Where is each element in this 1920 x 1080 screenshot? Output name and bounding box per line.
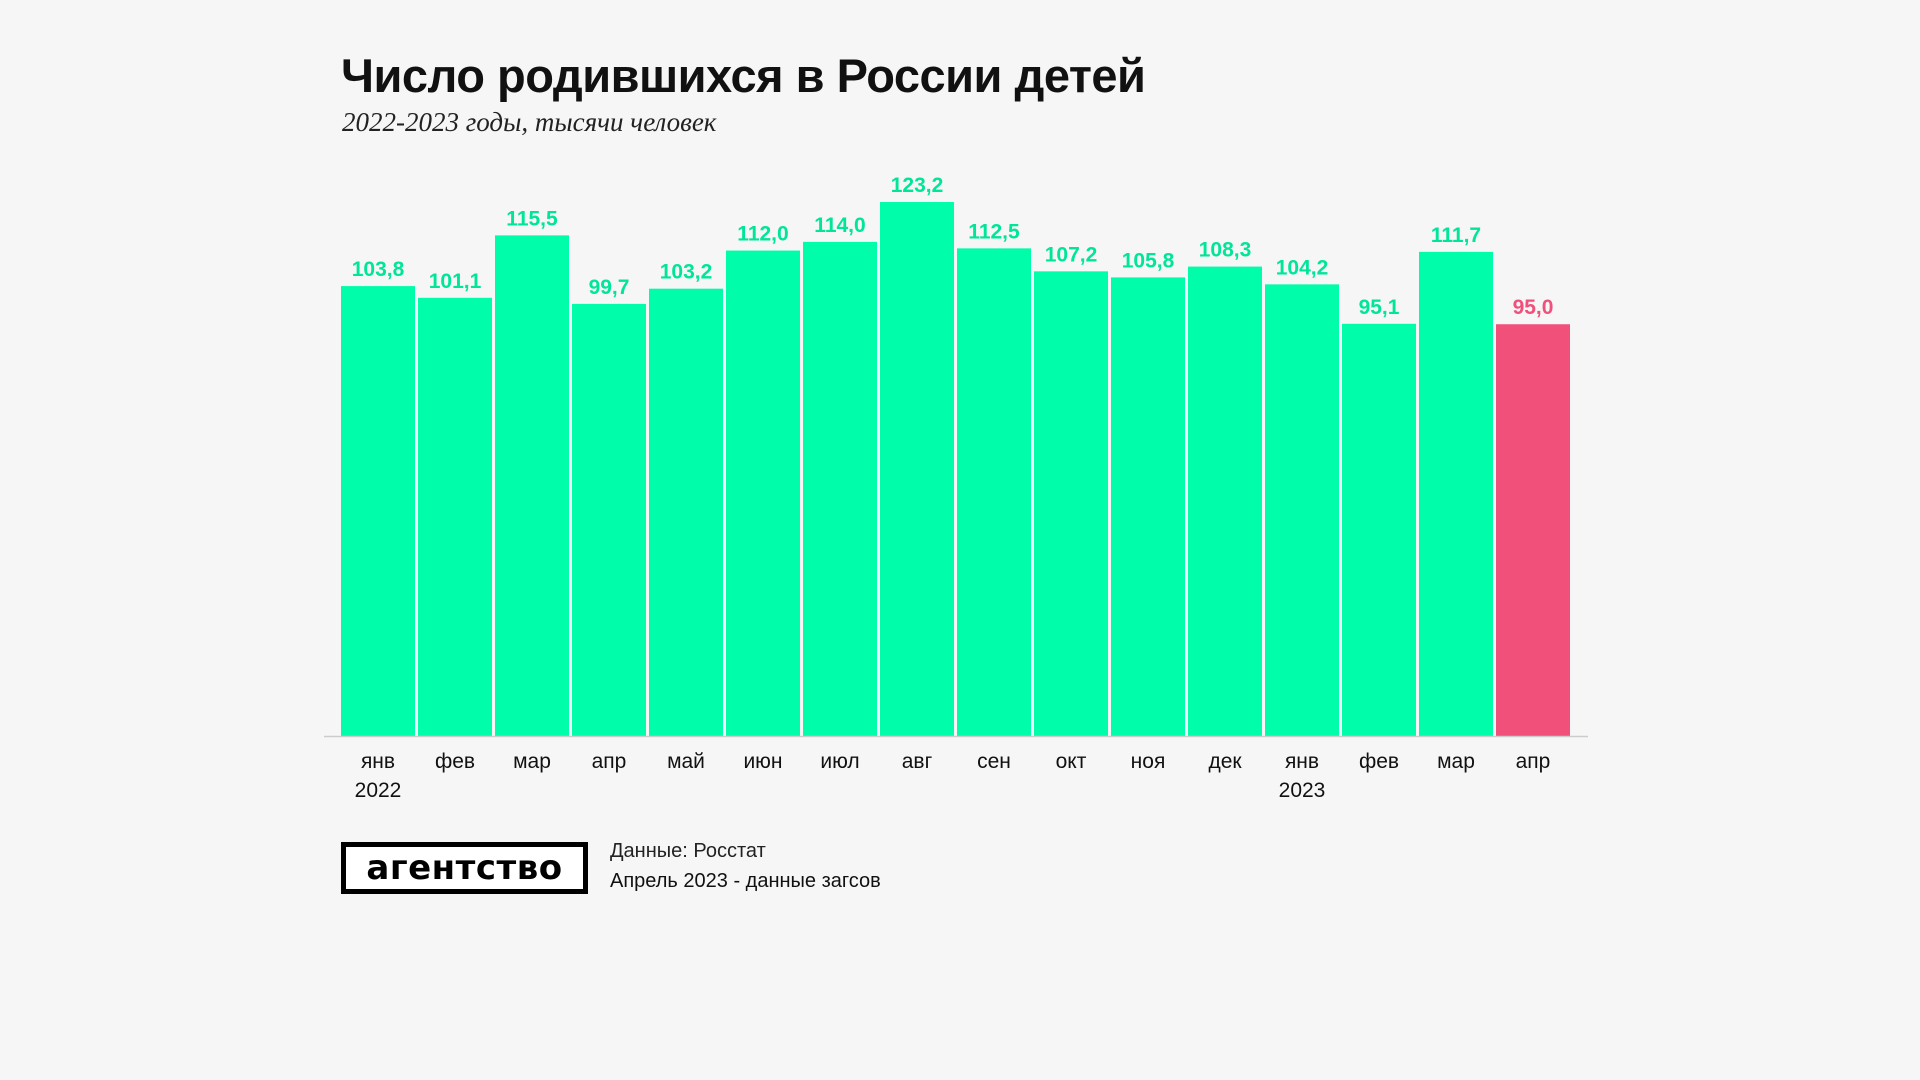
- value-label-11: 108,3: [1199, 239, 1252, 262]
- month-label-8: сен: [977, 750, 1011, 773]
- bar-0: [341, 286, 415, 736]
- month-label-9: окт: [1056, 750, 1087, 773]
- month-label-11: дек: [1208, 750, 1242, 773]
- value-label-0: 103,8: [352, 258, 405, 281]
- value-label-13: 95,1: [1359, 296, 1400, 319]
- bar-9: [1034, 271, 1108, 736]
- year-label-0: 2022: [355, 779, 402, 802]
- bar-6: [803, 241, 877, 736]
- month-label-6: июл: [820, 750, 859, 773]
- bar-5: [726, 250, 800, 736]
- logo-text: агентство: [366, 848, 563, 888]
- year-label-12: 2023: [1279, 779, 1326, 802]
- month-label-7: авг: [902, 750, 933, 773]
- bar-12: [1265, 284, 1339, 736]
- month-label-5: июн: [743, 750, 782, 773]
- value-label-6: 114,0: [814, 214, 865, 237]
- month-label-2: мар: [513, 750, 551, 773]
- bar-10: [1111, 277, 1185, 736]
- chart-subtitle: 2022-2023 годы, тысячи человек: [342, 107, 717, 137]
- value-label-4: 103,2: [660, 261, 713, 284]
- value-label-5: 112,0: [737, 223, 788, 246]
- month-label-13: фев: [1359, 750, 1399, 773]
- bar-8: [957, 248, 1031, 737]
- data-note: Апрель 2023 - данные загсов: [610, 870, 881, 892]
- bar-14: [1419, 251, 1493, 737]
- value-label-12: 104,2: [1276, 256, 1329, 279]
- bar-3: [572, 303, 646, 736]
- data-source: Данные: Росстат: [610, 840, 766, 862]
- agentstvo-logo: агентство: [341, 842, 588, 894]
- value-label-2: 115,5: [506, 207, 558, 230]
- month-label-4: май: [667, 750, 705, 773]
- value-label-15: 95,0: [1513, 296, 1554, 319]
- value-label-9: 107,2: [1045, 243, 1098, 266]
- bar-11: [1188, 266, 1262, 736]
- month-label-12: янв: [1285, 750, 1319, 773]
- bar-2: [495, 235, 569, 736]
- month-label-0: янв: [361, 750, 395, 773]
- bar-13: [1342, 323, 1416, 736]
- bar-15: [1496, 324, 1570, 736]
- month-label-10: ноя: [1131, 750, 1166, 773]
- value-label-10: 105,8: [1122, 249, 1175, 272]
- month-label-1: фев: [435, 750, 475, 773]
- value-label-8: 112,5: [968, 220, 1020, 243]
- month-label-15: апр: [1516, 750, 1551, 773]
- month-label-14: мар: [1437, 750, 1475, 773]
- value-label-14: 111,7: [1431, 224, 1481, 247]
- bar-1: [418, 297, 492, 736]
- bar-4: [649, 288, 723, 736]
- value-label-7: 123,2: [891, 174, 944, 197]
- month-label-3: апр: [592, 750, 627, 773]
- bar-7: [880, 202, 954, 736]
- value-label-1: 101,1: [429, 270, 482, 293]
- value-label-3: 99,7: [589, 276, 630, 299]
- bar-chart: 103,8 янв 2022 101,1 фев 115,5 мар 99,7 апр 103,2…: [324, 174, 1588, 802]
- chart-title: Число родившихся в России детей: [341, 49, 1146, 102]
